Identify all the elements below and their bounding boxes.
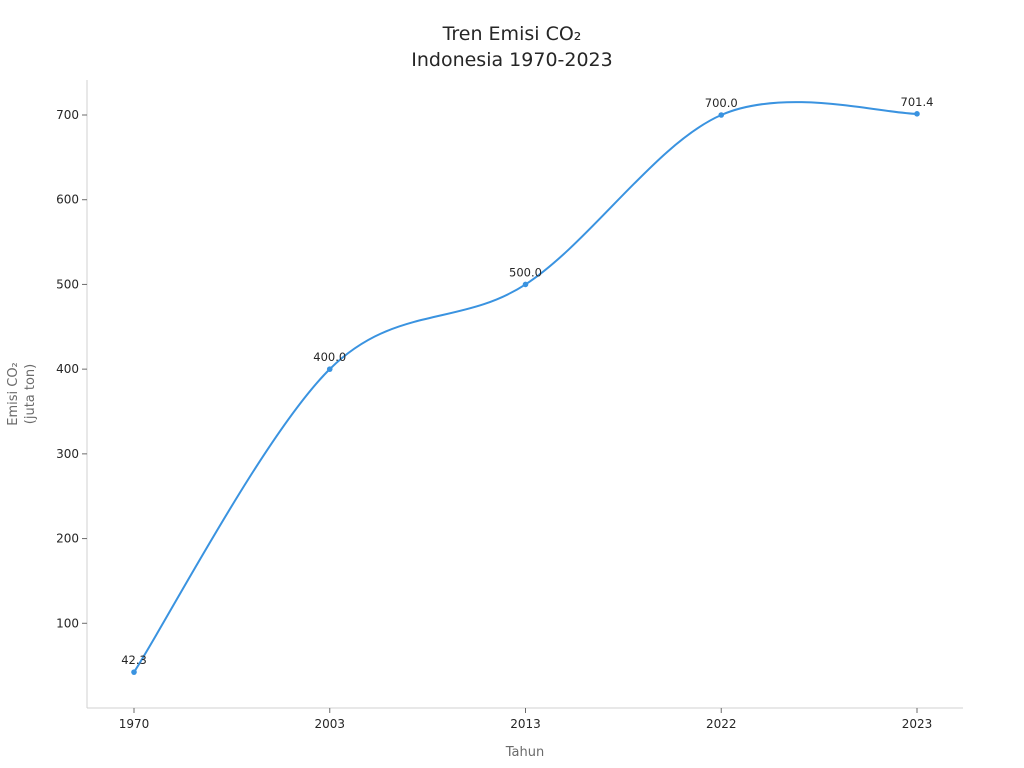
chart-title-line-2: Indonesia 1970-2023 [411, 49, 613, 71]
data-label: 42.3 [121, 653, 147, 667]
data-label: 700.0 [705, 96, 738, 110]
x-axis-ticks: 1970 2003 2013 2022 2023 [119, 708, 933, 731]
x-tick-label: 2022 [706, 717, 737, 731]
x-tick-label: 2003 [314, 717, 345, 731]
y-axis-title-line-2: (juta ton) [23, 364, 38, 424]
x-tick-label: 2023 [902, 717, 933, 731]
y-axis-title-line-1: Emisi CO₂ [6, 362, 21, 426]
y-tick-label: 700 [56, 108, 79, 122]
data-label: 701.4 [901, 95, 934, 109]
y-tick-label: 100 [56, 616, 79, 630]
series-line [133, 101, 918, 673]
y-axis-title: Emisi CO₂ (juta ton) [6, 362, 38, 426]
y-axis-ticks: 100 200 300 400 500 600 700 [56, 108, 87, 630]
data-point [326, 366, 333, 372]
data-point [914, 111, 920, 117]
y-tick-label: 500 [56, 277, 79, 291]
y-tick-label: 200 [56, 532, 79, 546]
x-tick-label: 1970 [119, 717, 150, 731]
y-tick-label: 400 [56, 362, 79, 376]
x-axis-title: Tahun [505, 745, 544, 760]
y-tick-label: 600 [56, 193, 79, 207]
series-group [131, 101, 920, 675]
data-label: 500.0 [509, 265, 542, 279]
x-tick-label: 2013 [510, 717, 541, 731]
y-tick-label: 300 [56, 447, 79, 461]
data-point [522, 281, 529, 288]
data-point [718, 112, 725, 118]
chart-title-line-1: Tren Emisi CO₂ [442, 23, 582, 45]
data-label: 400.0 [313, 350, 346, 364]
data-point [131, 669, 137, 675]
data-labels: 42.3 400.0 500.0 700.0 701.4 [121, 95, 933, 667]
